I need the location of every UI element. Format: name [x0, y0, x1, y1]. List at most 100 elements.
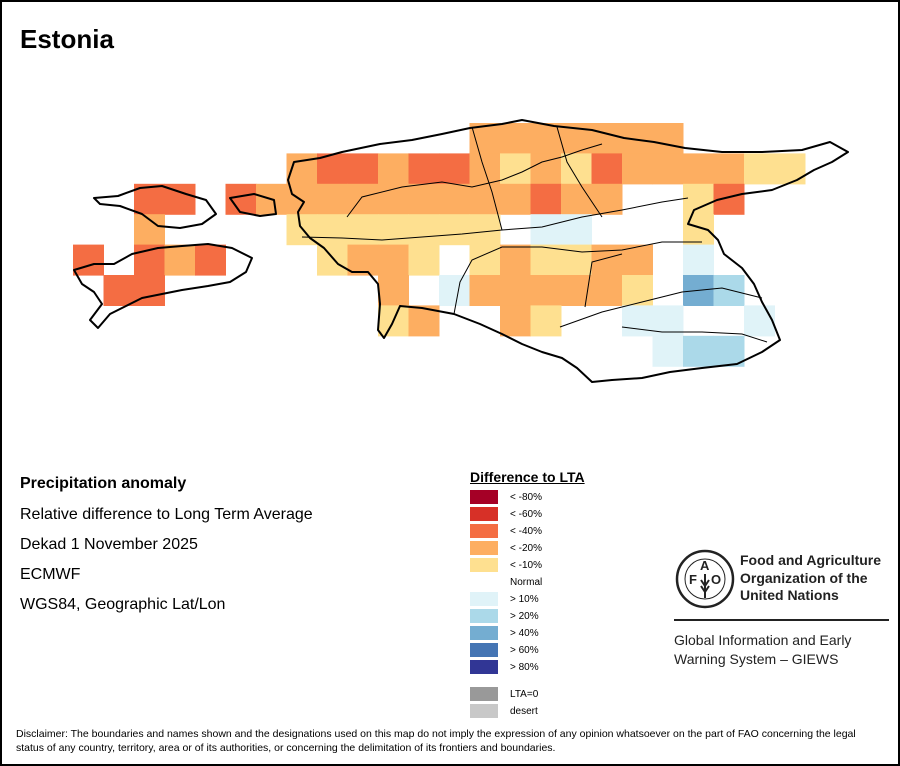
legend-label: > 10% [510, 593, 539, 605]
anomaly-cell [713, 335, 745, 367]
anomaly-cell [103, 275, 135, 306]
anomaly-cell [530, 275, 562, 306]
mainland-outline [287, 119, 849, 383]
anomaly-cell [408, 183, 440, 215]
anomaly-cell [622, 305, 653, 337]
svg-text:F: F [689, 572, 697, 587]
anomaly-cell [469, 214, 501, 246]
legend-label: > 20% [510, 610, 539, 622]
hiiumaa-outline [93, 185, 217, 229]
legend-swatch [470, 643, 498, 657]
anomaly-cell [561, 214, 592, 246]
legend-label: LTA=0 [510, 688, 539, 700]
anomaly-cell [439, 275, 470, 306]
anomaly-cell [378, 183, 409, 215]
anomaly-cell [500, 275, 531, 306]
legend-swatch [470, 541, 498, 555]
legend-swatch [470, 575, 498, 589]
fao-name-line: United Nations [740, 587, 839, 603]
legend-item: < -20% [470, 540, 542, 556]
county-borders [301, 126, 768, 343]
legend-item: > 40% [470, 625, 539, 641]
anomaly-cell [317, 214, 348, 246]
legend-item: < -10% [470, 557, 542, 573]
legend-swatch [470, 490, 498, 504]
anomaly-cell [500, 305, 531, 337]
anomaly-cell [683, 214, 714, 246]
legend-title: Difference to LTA [470, 469, 585, 485]
anomaly-cell [469, 153, 501, 185]
anomaly-cell [317, 153, 348, 185]
anomaly-grid [73, 123, 806, 367]
county-border [556, 126, 603, 218]
legend-label: Normal [510, 576, 543, 588]
legend-item: LTA=0 [470, 686, 538, 702]
disclaimer: Disclaimer: The boundaries and names sho… [16, 728, 856, 754]
anomaly-cell [652, 335, 684, 367]
anomaly-cell [622, 275, 653, 306]
anomaly-cell [622, 153, 653, 185]
legend-label: < -10% [510, 559, 542, 571]
legend-item: < -80% [470, 489, 542, 505]
anomaly-cell [378, 153, 409, 185]
anomaly-cell [591, 275, 623, 306]
anomaly-cell [713, 275, 745, 306]
legend-swatch [470, 660, 498, 674]
anomaly-cell [317, 183, 348, 215]
precipitation-anomaly-map [73, 119, 849, 383]
legend-item: < -60% [470, 506, 542, 522]
anomaly-cell [591, 183, 623, 215]
legend-item: Normal [470, 574, 542, 590]
anomaly-cell [469, 183, 501, 215]
anomaly-cell [683, 335, 714, 367]
legend-label: < -40% [510, 525, 542, 537]
legend-label: < -60% [510, 508, 542, 520]
anomaly-cell [317, 244, 348, 276]
anomaly-cell [591, 244, 623, 276]
anomaly-cell [774, 153, 806, 185]
map-source: ECMWF [20, 566, 81, 583]
anomaly-cell [469, 275, 501, 306]
anomaly-cell [500, 244, 531, 276]
county-border [453, 241, 702, 315]
svg-text:A: A [700, 558, 710, 573]
anomaly-cell [561, 244, 592, 276]
legend-label: > 80% [510, 661, 539, 673]
anomaly-cell [378, 275, 409, 306]
anomaly-cell [652, 153, 684, 185]
anomaly-cell [500, 123, 531, 154]
map-heading: Precipitation anomaly [20, 475, 187, 492]
legend-label: < -80% [510, 491, 542, 503]
anomaly-cell [591, 123, 623, 154]
anomaly-cell [164, 244, 196, 276]
anomaly-cell [713, 153, 745, 185]
county-border [559, 287, 763, 328]
legend-swatch [470, 704, 498, 718]
legend-item: > 80% [470, 659, 539, 675]
anomaly-cell [561, 275, 592, 306]
anomaly-cell [347, 214, 379, 246]
legend-label: > 40% [510, 627, 539, 639]
anomaly-cell [530, 183, 562, 215]
anomaly-cell [683, 183, 714, 215]
anomaly-cell [561, 183, 592, 215]
fao-name-line: Organization of the [740, 569, 868, 586]
svg-text:O: O [711, 572, 721, 587]
anomaly-cell [744, 305, 775, 337]
anomaly-cell [439, 153, 470, 185]
anomaly-cell [683, 153, 714, 185]
giews-line: Global Information and Early [674, 632, 852, 648]
legend-swatch [470, 524, 498, 538]
anomaly-cell [530, 214, 562, 246]
anomaly-cell [500, 153, 531, 185]
legend-item: desert [470, 703, 538, 719]
county-border [621, 326, 768, 343]
anomaly-cell [378, 214, 409, 246]
legend-label: > 60% [510, 644, 539, 656]
map-subtitle: Relative difference to Long Term Average [20, 506, 313, 523]
anomaly-cell [439, 214, 470, 246]
legend-label: < -20% [510, 542, 542, 554]
county-border [471, 126, 503, 231]
anomaly-cell [683, 244, 714, 276]
